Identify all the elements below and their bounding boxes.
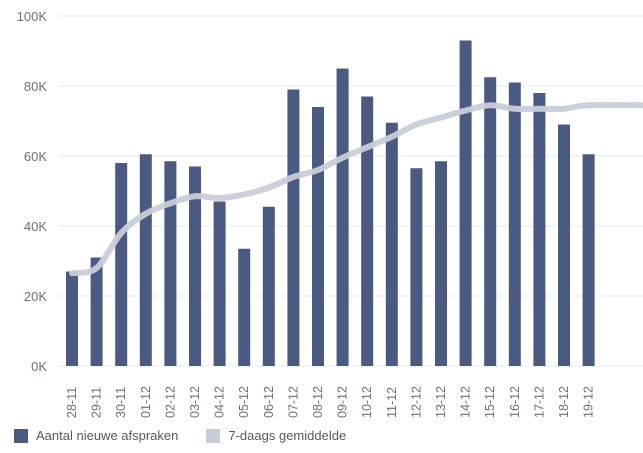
x-tick-label: 18-12 <box>557 386 571 418</box>
legend-swatch-line <box>206 428 221 443</box>
x-tick-label: 10-12 <box>360 386 374 418</box>
bar <box>508 82 521 366</box>
y-tick-label: 100K <box>17 9 48 24</box>
bar <box>287 89 300 366</box>
bar <box>238 248 251 366</box>
bar <box>336 68 349 366</box>
y-tick-label: 80K <box>24 79 47 94</box>
line-series <box>69 101 643 277</box>
bar <box>139 154 152 366</box>
bar <box>115 163 128 366</box>
x-tick-label: 14-12 <box>459 386 473 418</box>
x-tick-label: 30-11 <box>114 387 128 418</box>
bar <box>435 161 447 366</box>
x-tick-label: 02-12 <box>163 386 177 418</box>
bar <box>533 93 546 366</box>
y-tick-label: 0K <box>31 359 47 374</box>
x-tick-label: 11-12 <box>385 387 399 418</box>
x-axis-ticks: 28-11 29-11 30-11 01-12 02-12 03-12 04-12 05-12… <box>65 386 596 418</box>
bar <box>90 257 103 366</box>
bar-series <box>66 40 595 366</box>
bar <box>459 40 472 366</box>
x-tick-label: 06-12 <box>262 386 276 418</box>
y-tick-label: 40K <box>24 219 47 234</box>
legend-label-line: 7-daags gemiddelde <box>228 428 347 443</box>
x-tick-label: 15-12 <box>483 386 497 418</box>
y-tick-label: 60K <box>24 149 47 164</box>
line-7-day-average <box>69 101 643 277</box>
bar <box>262 206 275 366</box>
y-tick-label: 20K <box>24 289 47 304</box>
x-tick-label: 16-12 <box>508 386 522 418</box>
x-tick-label: 19-12 <box>582 386 596 418</box>
x-tick-label: 04-12 <box>213 386 227 418</box>
x-tick-label: 09-12 <box>336 386 350 418</box>
legend-swatch-bars <box>14 428 28 443</box>
x-tick-label: 28-11 <box>65 387 79 418</box>
x-tick-label: 01-12 <box>139 386 153 418</box>
legend: Aantal nieuwe afspraken 7-daags gemiddel… <box>14 428 374 443</box>
chart: 0K 20K 40K 60K 80K 100K 28-11 29-11 30-11 01-12 0… <box>17 9 643 418</box>
x-tick-label: 08-12 <box>311 386 325 418</box>
bar <box>484 77 497 366</box>
bar <box>410 168 423 366</box>
bar <box>582 154 595 366</box>
x-tick-label: 29-11 <box>90 387 104 418</box>
bar <box>312 107 324 366</box>
x-tick-label: 13-12 <box>434 386 448 418</box>
x-tick-label: 03-12 <box>188 386 202 418</box>
x-tick-label: 05-12 <box>237 386 251 418</box>
x-tick-label: 07-12 <box>286 386 300 418</box>
x-tick-label: 12-12 <box>409 386 423 418</box>
gridlines <box>58 15 643 367</box>
y-axis-ticks: 0K 20K 40K 60K 80K 100K <box>17 9 48 374</box>
x-tick-label: 17-12 <box>532 386 546 418</box>
bar <box>189 166 201 366</box>
bar <box>164 161 177 366</box>
bar <box>385 122 398 366</box>
legend-label-bars: Aantal nieuwe afspraken <box>36 428 179 443</box>
legend-item-bars: Aantal nieuwe afspraken <box>14 428 178 443</box>
legend-item-line: 7-daags gemiddelde <box>206 428 346 443</box>
bar <box>361 96 374 366</box>
bar <box>213 201 226 366</box>
bar <box>66 271 78 366</box>
bar <box>558 124 570 366</box>
